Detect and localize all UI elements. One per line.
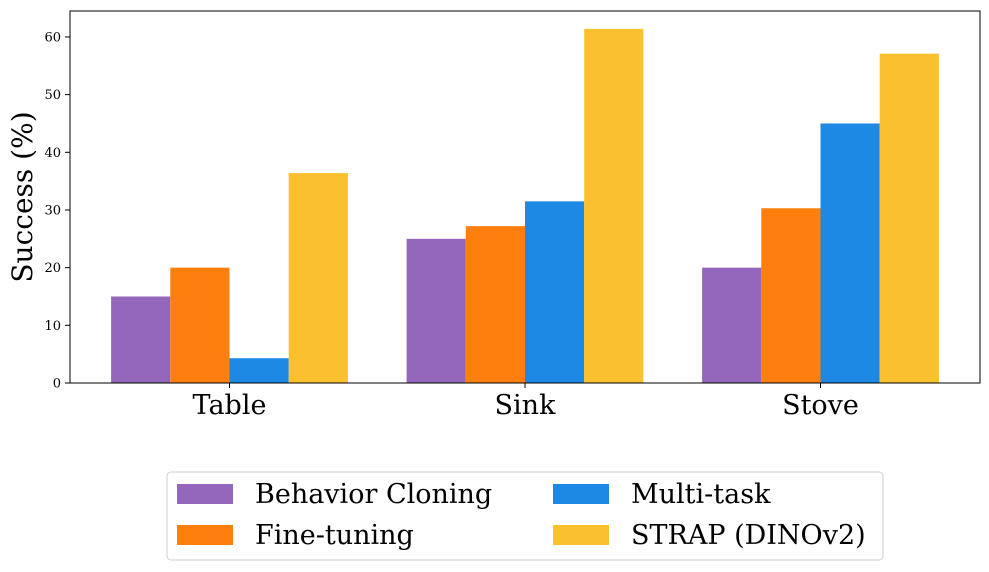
x-tick-label: Table <box>193 390 267 421</box>
y-tick-label: 60 <box>44 30 61 45</box>
x-tick-label: Stove <box>782 390 859 421</box>
bar-behavior-cloning-stove <box>702 267 762 383</box>
bar-fine-tuning-stove <box>761 208 821 383</box>
legend-swatch-strap-dinov2 <box>553 525 609 545</box>
y-tick-label: 20 <box>44 261 61 276</box>
legend-swatch-multi-task <box>553 484 609 504</box>
bar-strap-dinov2-sink <box>584 28 644 383</box>
bar-fine-tuning-table <box>170 267 230 383</box>
bar-behavior-cloning-table <box>111 296 171 383</box>
legend-swatch-fine-tuning <box>177 525 233 545</box>
legend-label-behavior-cloning: Behavior Cloning <box>255 479 492 510</box>
legend-frame <box>166 471 884 561</box>
bar-multi-task-sink <box>525 201 585 383</box>
bar-strap-dinov2-table <box>288 173 348 383</box>
legend-label-multi-task: Multi-task <box>631 479 771 510</box>
bars-group <box>111 28 939 384</box>
bar-strap-dinov2-stove <box>879 53 939 384</box>
legend-label-fine-tuning: Fine-tuning <box>255 520 414 551</box>
bar-multi-task-stove <box>820 123 880 383</box>
y-tick-label: 10 <box>44 319 61 334</box>
legend: Behavior Cloning Fine-tuning Multi-task STR… <box>166 471 884 561</box>
x-tick-label: Sink <box>495 390 557 421</box>
bar-multi-task-table <box>229 358 289 383</box>
y-tick-label: 0 <box>53 377 61 392</box>
y-tick-label: 30 <box>44 203 61 218</box>
legend-label-strap-dinov2: STRAP (DINOv2) <box>631 520 866 551</box>
bar-behavior-cloning-sink <box>406 238 466 383</box>
plot-frame <box>69 10 981 384</box>
legend-swatch-behavior-cloning <box>177 484 233 504</box>
y-tick-label: 40 <box>44 146 61 161</box>
y-ticks-group: 0 10 20 30 40 50 60 <box>44 30 70 392</box>
y-axis-label: Success (%) <box>6 111 39 282</box>
x-ticks-group: Table Sink Stove <box>193 383 859 421</box>
y-tick-label: 50 <box>44 88 61 103</box>
bar-fine-tuning-sink <box>465 226 525 383</box>
